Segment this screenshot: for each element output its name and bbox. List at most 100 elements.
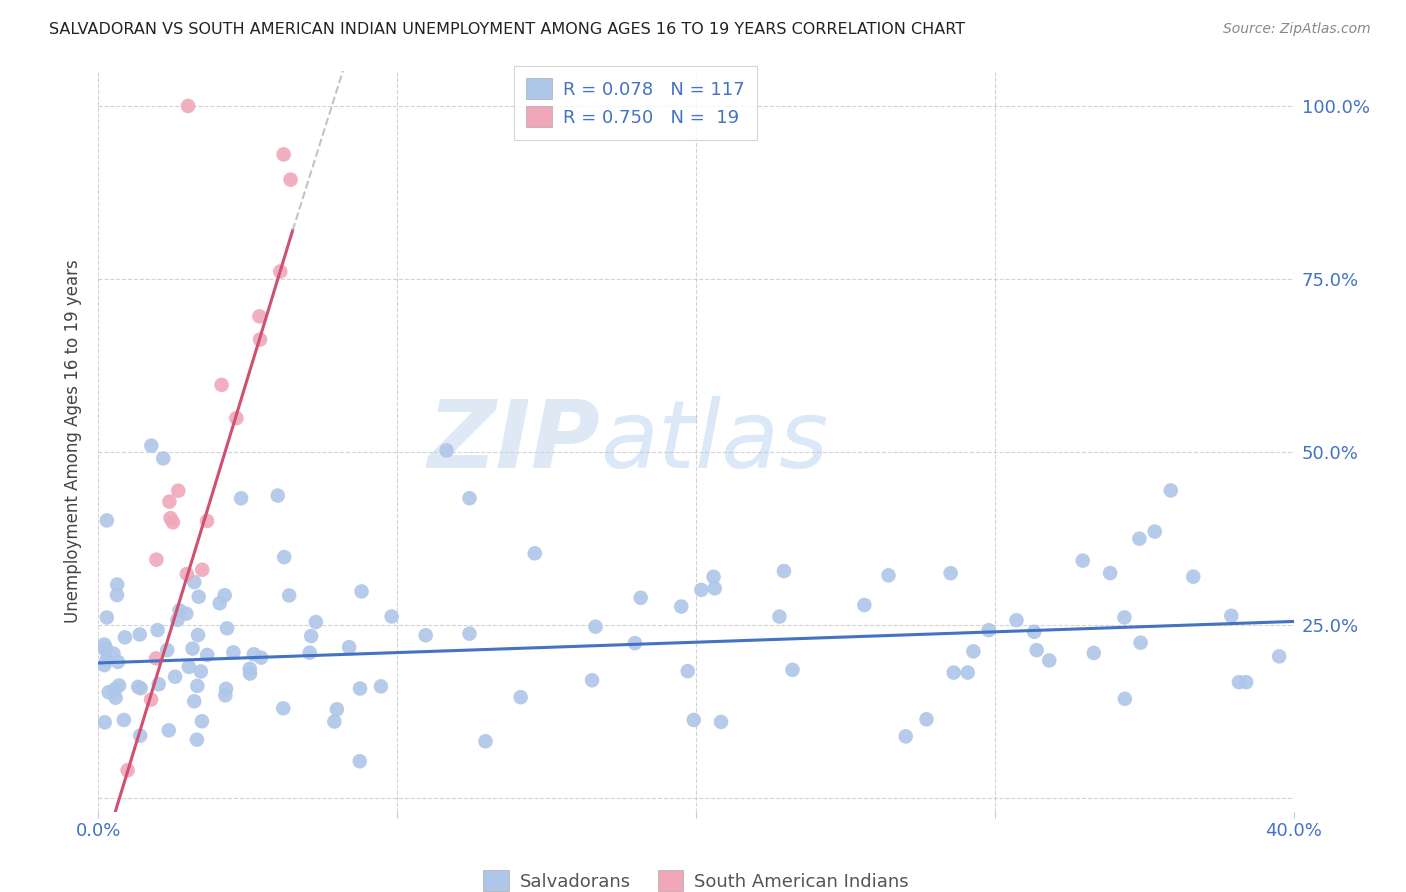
- Point: [96, 653, 118, 667]
- Point: [458, 491, 481, 506]
- Point: [523, 546, 546, 560]
- Point: [104, 690, 127, 705]
- Point: [278, 589, 301, 603]
- Point: [1038, 653, 1060, 667]
- Point: [1114, 691, 1136, 706]
- Point: [191, 714, 214, 729]
- Point: [1083, 646, 1105, 660]
- Text: ZIP: ZIP: [427, 395, 600, 488]
- Point: [782, 663, 804, 677]
- Point: [174, 607, 197, 621]
- Point: [176, 567, 198, 582]
- Point: [1099, 566, 1122, 580]
- Point: [177, 660, 200, 674]
- Point: [458, 626, 481, 640]
- Point: [166, 613, 188, 627]
- Point: [93, 638, 115, 652]
- Point: [249, 310, 271, 324]
- Point: [915, 712, 938, 726]
- Point: [269, 264, 291, 278]
- Point: [250, 650, 273, 665]
- Point: [117, 763, 139, 777]
- Point: [215, 681, 238, 696]
- Point: [436, 443, 458, 458]
- Point: [141, 439, 163, 453]
- Point: [939, 566, 962, 581]
- Point: [183, 694, 205, 708]
- Point: [581, 673, 603, 688]
- Point: [214, 588, 236, 602]
- Point: [682, 713, 704, 727]
- Point: [146, 623, 169, 637]
- Point: [165, 670, 187, 684]
- Point: [703, 582, 725, 596]
- Point: [93, 658, 115, 673]
- Point: [977, 624, 1000, 638]
- Point: [105, 588, 128, 602]
- Point: [1128, 532, 1150, 546]
- Point: [195, 514, 218, 528]
- Point: [370, 680, 392, 694]
- Point: [114, 630, 136, 644]
- Point: [267, 489, 290, 503]
- Point: [94, 643, 117, 657]
- Point: [1227, 675, 1250, 690]
- Point: [630, 591, 652, 605]
- Point: [298, 646, 321, 660]
- Point: [186, 732, 208, 747]
- Point: [1129, 635, 1152, 649]
- Point: [97, 685, 120, 699]
- Point: [323, 714, 346, 729]
- Point: [299, 629, 322, 643]
- Point: [474, 734, 496, 748]
- Point: [942, 665, 965, 680]
- Point: [1234, 675, 1257, 690]
- Point: [107, 655, 129, 669]
- Point: [186, 679, 208, 693]
- Point: [768, 609, 790, 624]
- Point: [853, 598, 876, 612]
- Point: [1025, 643, 1047, 657]
- Point: [1220, 608, 1243, 623]
- Point: [1268, 649, 1291, 664]
- Point: [326, 702, 349, 716]
- Point: [273, 550, 295, 565]
- Point: [337, 640, 360, 654]
- Point: [129, 729, 152, 743]
- Point: [217, 621, 239, 635]
- Point: [1160, 483, 1182, 498]
- Point: [156, 643, 179, 657]
- Point: [1005, 613, 1028, 627]
- Text: Source: ZipAtlas.com: Source: ZipAtlas.com: [1223, 22, 1371, 37]
- Point: [214, 688, 236, 702]
- Point: [187, 590, 209, 604]
- Point: [702, 570, 724, 584]
- Point: [139, 692, 162, 706]
- Point: [157, 723, 180, 738]
- Point: [96, 610, 118, 624]
- Point: [187, 628, 209, 642]
- Point: [229, 491, 252, 506]
- Point: [415, 628, 437, 642]
- Point: [249, 333, 271, 347]
- Point: [1071, 554, 1094, 568]
- Point: [877, 568, 900, 582]
- Point: [1024, 624, 1046, 639]
- Point: [585, 620, 607, 634]
- Point: [273, 147, 295, 161]
- Point: [222, 645, 245, 659]
- Point: [112, 713, 135, 727]
- Point: [956, 665, 979, 680]
- Point: [271, 701, 294, 715]
- Point: [145, 651, 167, 665]
- Text: SALVADORAN VS SOUTH AMERICAN INDIAN UNEMPLOYMENT AMONG AGES 16 TO 19 YEARS CORRE: SALVADORAN VS SOUTH AMERICAN INDIAN UNEM…: [49, 22, 966, 37]
- Point: [225, 411, 247, 425]
- Point: [167, 483, 190, 498]
- Point: [1114, 610, 1136, 624]
- Point: [690, 582, 713, 597]
- Point: [159, 511, 181, 525]
- Point: [94, 640, 117, 655]
- Point: [177, 99, 200, 113]
- Point: [1182, 569, 1205, 583]
- Point: [108, 678, 131, 692]
